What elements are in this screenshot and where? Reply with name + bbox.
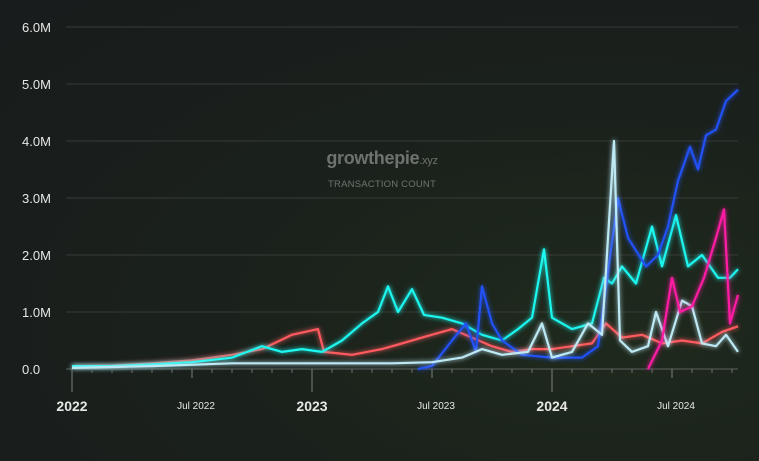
- brand-text: growthepie: [326, 148, 420, 168]
- y-tick-label: 2.0M: [22, 248, 51, 263]
- series-line-cyan: [72, 214, 739, 368]
- y-tick-label: 1.0M: [22, 305, 51, 320]
- growthepie-watermark: growthepie.xyz TRANSACTION COUNT: [312, 148, 452, 190]
- y-tick-label: 5.0M: [22, 77, 51, 92]
- y-tick-label: 0.0: [22, 362, 40, 377]
- y-tick-label: 6.0M: [22, 20, 51, 35]
- series-line-blue: [417, 88, 739, 371]
- y-tick-label: 3.0M: [22, 191, 51, 206]
- brand-tld: .xyz: [419, 155, 438, 167]
- series-line-red: [71, 322, 739, 368]
- x-tick-label: Jul 2022: [177, 401, 215, 412]
- chart-subtitle: TRANSACTION COUNT: [328, 179, 436, 190]
- x-tick-label: Jul 2024: [657, 401, 695, 412]
- x-tick-label: Jul 2023: [417, 401, 455, 412]
- series-line-lightblue: [71, 139, 739, 369]
- x-tick-label: 2022: [56, 398, 87, 414]
- x-tick-label: 2024: [536, 398, 567, 414]
- x-tick-label: 2023: [296, 398, 327, 414]
- series-line-pink: [647, 208, 740, 370]
- growthepie-logo: growthepie.xyz: [312, 148, 452, 169]
- y-tick-label: 4.0M: [22, 134, 51, 149]
